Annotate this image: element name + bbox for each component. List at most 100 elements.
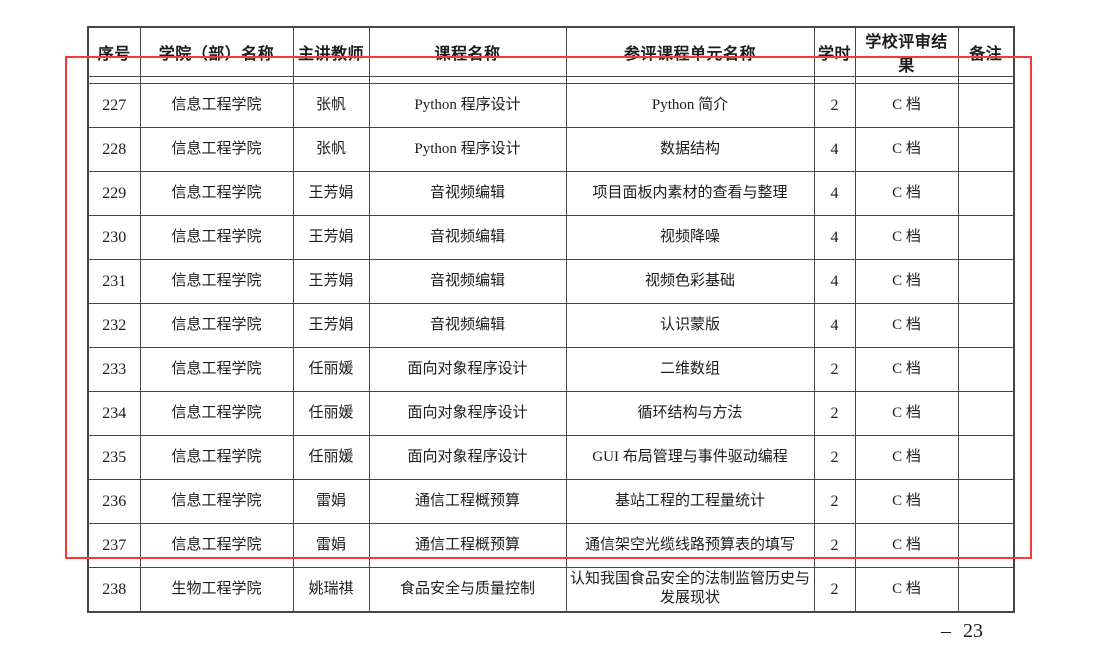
cell-college-name: 信息工程学院: [139, 303, 294, 348]
column-header: 学时: [813, 26, 856, 77]
cell-teacher-name: 雷娟: [292, 479, 370, 524]
column-header: 学校评审结果: [854, 26, 959, 77]
cell-course-unit-name: 数据结构: [565, 127, 815, 172]
cell-remark: [957, 479, 1015, 524]
table-row: 235 信息工程学院 任丽媛 面向对象程序设计 GUI 布局管理与事件驱动编程 …: [87, 435, 1015, 480]
cell-review-result: C 档: [854, 479, 959, 524]
cell-course-name: 音视频编辑: [368, 171, 567, 216]
cell-remark: [957, 127, 1015, 172]
cell-review-result: C 档: [854, 127, 959, 172]
cell-class-hours: 2: [813, 347, 856, 392]
cell-teacher-name: 雷娟: [292, 523, 370, 568]
table-header-row: 序号 学院（部）名称 主讲教师 课程名称 参评课程单元名称 学时 学校评审结果 备注: [87, 26, 1015, 77]
cell-teacher-name: 任丽媛: [292, 391, 370, 436]
cell-review-result: C 档: [854, 435, 959, 480]
cell-class-hours: 4: [813, 215, 856, 260]
cell-course-unit-name: 基站工程的工程量统计: [565, 479, 815, 524]
cell-college-name: 信息工程学院: [139, 127, 294, 172]
cell-remark: [957, 171, 1015, 216]
cell-remark: [957, 347, 1015, 392]
cell-remark: [957, 215, 1015, 260]
cell-teacher-name: 王芳娟: [292, 215, 370, 260]
cell-class-hours: 2: [813, 83, 856, 128]
cell-review-result: C 档: [854, 391, 959, 436]
table-row: 230 信息工程学院 王芳娟 音视频编辑 视频降噪 4 C 档: [87, 215, 1015, 260]
column-header: 主讲教师: [292, 26, 370, 77]
cell-college-name: 信息工程学院: [139, 523, 294, 568]
cell-class-hours: 2: [813, 435, 856, 480]
page-number: – 23: [941, 620, 983, 642]
cell-course-name: 音视频编辑: [368, 259, 567, 304]
cell-review-result: C 档: [854, 567, 959, 612]
table-row: 229 信息工程学院 王芳娟 音视频编辑 项目面板内素材的查看与整理 4 C 档: [87, 171, 1015, 216]
cell-college-name: 信息工程学院: [139, 259, 294, 304]
cell-college-name: 信息工程学院: [139, 391, 294, 436]
column-header: 学院（部）名称: [139, 26, 294, 77]
cell-college-name: 信息工程学院: [139, 171, 294, 216]
cell-teacher-name: 王芳娟: [292, 303, 370, 348]
cell-course-name: 面向对象程序设计: [368, 347, 567, 392]
page-break-gap-row: [87, 76, 1015, 84]
table-header-gap: [87, 76, 1015, 84]
cell-course-name: 通信工程概预算: [368, 479, 567, 524]
table-row: 233 信息工程学院 任丽媛 面向对象程序设计 二维数组 2 C 档: [87, 347, 1015, 392]
cell-review-result: C 档: [854, 523, 959, 568]
cell-review-result: C 档: [854, 83, 959, 128]
cell-course-unit-name: 项目面板内素材的查看与整理: [565, 171, 815, 216]
cell-college-name: 信息工程学院: [139, 347, 294, 392]
cell-teacher-name: 张帆: [292, 83, 370, 128]
cell-college-name: 生物工程学院: [139, 567, 294, 612]
cell-class-hours: 4: [813, 259, 856, 304]
table-row: 234 信息工程学院 任丽媛 面向对象程序设计 循环结构与方法 2 C 档: [87, 391, 1015, 436]
table-row: 231 信息工程学院 王芳娟 音视频编辑 视频色彩基础 4 C 档: [87, 259, 1015, 304]
cell-course-unit-name: GUI 布局管理与事件驱动编程: [565, 435, 815, 480]
cell-class-hours: 4: [813, 171, 856, 216]
column-header: 参评课程单元名称: [565, 26, 815, 77]
cell-class-hours: 2: [813, 391, 856, 436]
cell-course-name: 音视频编辑: [368, 215, 567, 260]
cell-review-result: C 档: [854, 171, 959, 216]
table-row: 228 信息工程学院 张帆 Python 程序设计 数据结构 4 C 档: [87, 127, 1015, 172]
cell-sequence-number: 229: [87, 171, 141, 216]
cell-sequence-number: 238: [87, 567, 141, 612]
cell-sequence-number: 234: [87, 391, 141, 436]
table-row: 232 信息工程学院 王芳娟 音视频编辑 认识蒙版 4 C 档: [87, 303, 1015, 348]
cell-teacher-name: 王芳娟: [292, 259, 370, 304]
cell-remark: [957, 435, 1015, 480]
cell-course-unit-name: 视频色彩基础: [565, 259, 815, 304]
cell-class-hours: 4: [813, 303, 856, 348]
cell-class-hours: 2: [813, 479, 856, 524]
cell-course-name: 音视频编辑: [368, 303, 567, 348]
cell-course-unit-name: Python 简介: [565, 83, 815, 128]
table-row: 236 信息工程学院 雷娟 通信工程概预算 基站工程的工程量统计 2 C 档: [87, 479, 1015, 524]
cell-college-name: 信息工程学院: [139, 215, 294, 260]
cell-remark: [957, 391, 1015, 436]
cell-class-hours: 2: [813, 523, 856, 568]
course-evaluation-table: 序号 学院（部）名称 主讲教师 课程名称 参评课程单元名称 学时 学校评审结果 备注 227 …: [87, 26, 1015, 613]
cell-remark: [957, 523, 1015, 568]
cell-sequence-number: 235: [87, 435, 141, 480]
cell-course-unit-name: 循环结构与方法: [565, 391, 815, 436]
cell-sequence-number: 228: [87, 127, 141, 172]
cell-remark: [957, 303, 1015, 348]
cell-sequence-number: 236: [87, 479, 141, 524]
cell-sequence-number: 233: [87, 347, 141, 392]
cell-course-name: 食品安全与质量控制: [368, 567, 567, 612]
cell-course-unit-name: 通信架空光缆线路预算表的填写: [565, 523, 815, 568]
cell-course-name: 面向对象程序设计: [368, 391, 567, 436]
cell-class-hours: 4: [813, 127, 856, 172]
cell-course-unit-name: 视频降噪: [565, 215, 815, 260]
cell-teacher-name: 张帆: [292, 127, 370, 172]
cell-sequence-number: 230: [87, 215, 141, 260]
cell-review-result: C 档: [854, 215, 959, 260]
cell-course-unit-name: 认识蒙版: [565, 303, 815, 348]
cell-review-result: C 档: [854, 259, 959, 304]
cell-college-name: 信息工程学院: [139, 435, 294, 480]
cell-review-result: C 档: [854, 303, 959, 348]
cell-course-name: 面向对象程序设计: [368, 435, 567, 480]
cell-course-name: Python 程序设计: [368, 127, 567, 172]
table-row: 238 生物工程学院 姚瑞祺 食品安全与质量控制 认知我国食品安全的法制监管历史…: [87, 567, 1015, 612]
column-header: 序号: [87, 26, 141, 77]
cell-remark: [957, 83, 1015, 128]
cell-remark: [957, 567, 1015, 612]
